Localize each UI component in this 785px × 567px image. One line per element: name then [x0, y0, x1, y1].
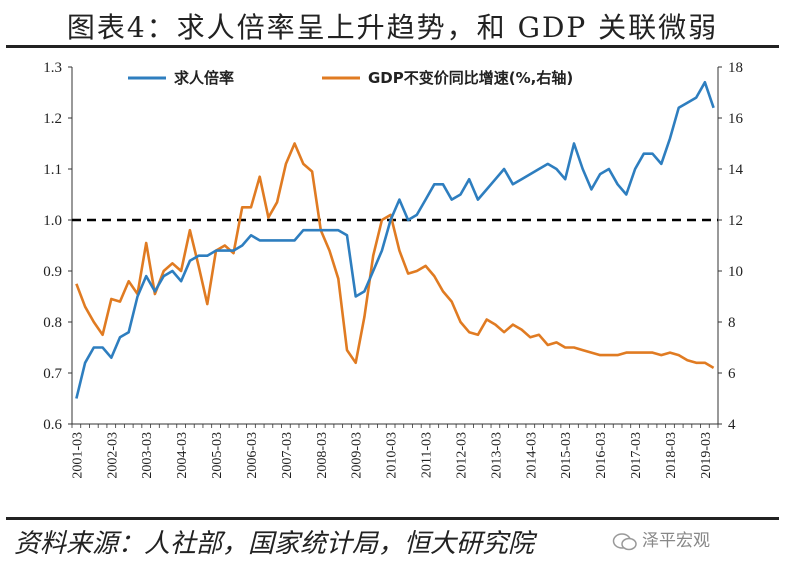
chart-title: 图表4：求人倍率呈上升趋势，和 GDP 关联微弱: [66, 11, 719, 44]
x-tick-label: 2017-03: [629, 432, 644, 479]
left-tick-label: 0.6: [43, 417, 62, 433]
x-tick-label: 2013-03: [489, 432, 504, 479]
legend-group: 求人倍率 GDP不变价同比增速(%,右轴): [128, 69, 573, 87]
left-tick-label: 0.9: [43, 264, 62, 280]
x-tick-label: 2007-03: [280, 432, 295, 479]
title-rule: [6, 45, 779, 48]
x-tick-label: 2014-03: [524, 432, 539, 479]
x-tick-label: 2019-03: [699, 432, 714, 479]
right-tick-label: 6: [728, 366, 736, 382]
legend-label: 求人倍率: [174, 69, 234, 87]
series-lines-group: [75, 80, 715, 399]
watermark-text: 泽平宏观: [642, 531, 710, 551]
x-tick-label: 2009-03: [350, 432, 365, 479]
x-tick-label: 2012-03: [454, 432, 469, 479]
wechat-icon: [612, 532, 637, 550]
x-tick-label: 2015-03: [559, 432, 574, 479]
right-tick-label: 8: [728, 315, 736, 331]
right-tick-label: 4: [728, 417, 736, 433]
watermark: 泽平宏观: [612, 526, 710, 552]
right-tick-label: 10: [728, 264, 743, 280]
left-tick-label: 1.1: [43, 162, 62, 178]
x-tick-label: 2002-03: [105, 432, 120, 479]
source-note: 资料来源：人社部，国家统计局，恒大研究院: [14, 529, 535, 559]
left-tick-label: 0.8: [43, 315, 62, 331]
x-tick-label: 2003-03: [140, 432, 155, 479]
right-tick-label: 16: [728, 111, 744, 127]
left-tick-label: 1.2: [43, 111, 62, 127]
left-tick-label: 1.0: [43, 213, 62, 229]
source-rule: [6, 517, 779, 520]
x-tick-label: 2016-03: [594, 432, 609, 479]
job-ratio-line: [75, 80, 715, 399]
x-tick-label: 2004-03: [175, 432, 190, 479]
x-tick-label: 2001-03: [70, 432, 85, 479]
left-tick-label: 0.7: [43, 366, 62, 382]
x-tick-label: 2010-03: [385, 432, 400, 479]
x-tick-label: 2008-03: [315, 432, 330, 479]
x-tick-label: 2011-03: [420, 432, 435, 478]
x-tick-label: 2018-03: [664, 432, 679, 479]
right-tick-label: 14: [728, 162, 744, 178]
x-tick-label: 2006-03: [245, 432, 260, 479]
axes-group: 0.6 0.7 0.8 0.9 1.0 1.1 1.2 1.3 4 6 8 10 12 14 16 18 200…: [43, 60, 743, 479]
right-tick-label: 18: [728, 60, 743, 76]
x-tick-label: 2005-03: [210, 432, 225, 479]
left-tick-label: 1.3: [43, 60, 62, 76]
gdp-growth-line: [75, 142, 715, 370]
right-tick-label: 12: [728, 213, 743, 229]
chart-area: 0.6 0.7 0.8 0.9 1.0 1.1 1.2 1.3 4 6 8 10 12 14 16 18 200…: [43, 60, 743, 479]
legend-label: GDP不变价同比增速(%,右轴): [368, 69, 573, 87]
